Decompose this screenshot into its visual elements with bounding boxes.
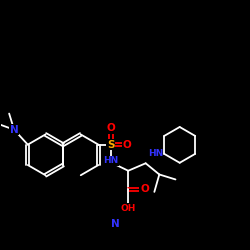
Text: OH: OH — [120, 204, 136, 212]
Text: O: O — [140, 184, 149, 194]
Text: N: N — [10, 125, 18, 135]
Text: N: N — [111, 220, 120, 230]
Text: S: S — [107, 140, 114, 150]
Text: O: O — [106, 124, 115, 134]
Text: HN: HN — [103, 156, 118, 165]
Text: O: O — [122, 140, 131, 150]
Text: HN: HN — [148, 149, 163, 158]
